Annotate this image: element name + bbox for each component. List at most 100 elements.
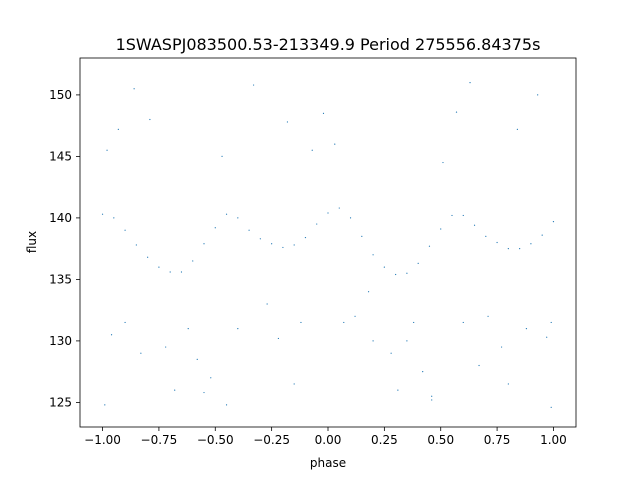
data-point: [451, 214, 453, 217]
data-point: [221, 155, 223, 157]
chart-title: 1SWASPJ083500.53-213349.9 Period 275556.…: [116, 35, 541, 54]
data-point: [293, 383, 295, 385]
x-tick-label: −0.25: [253, 433, 290, 447]
x-tick-label: 0.25: [371, 433, 398, 447]
data-point: [214, 227, 216, 229]
data-point: [519, 248, 521, 250]
data-points: [101, 82, 555, 408]
data-point: [349, 217, 352, 219]
data-point: [516, 128, 518, 130]
data-point: [237, 328, 239, 330]
data-point: [113, 217, 115, 219]
data-point: [210, 377, 212, 379]
data-point: [124, 229, 126, 231]
data-point: [282, 246, 284, 249]
data-point: [140, 352, 142, 354]
data-point: [406, 272, 408, 274]
data-point: [316, 223, 318, 225]
data-point: [431, 399, 433, 401]
data-point: [304, 236, 307, 239]
data-point: [501, 346, 503, 348]
data-point: [327, 212, 329, 214]
y-axis-label: flux: [25, 231, 39, 253]
data-point: [485, 235, 487, 237]
data-point: [196, 358, 198, 360]
data-point: [225, 213, 228, 215]
y-tick-label: 150: [49, 88, 72, 102]
data-point: [455, 111, 458, 113]
data-point: [174, 389, 176, 391]
data-point: [428, 245, 431, 247]
data-point: [187, 328, 189, 330]
y-ticks: 125 130 135 140 145 150: [49, 88, 80, 409]
data-point: [422, 371, 424, 373]
x-axis-label: phase: [310, 456, 346, 470]
plot-frame: [79, 57, 577, 428]
y-tick-label: 140: [49, 211, 72, 225]
data-point: [383, 266, 385, 268]
data-point: [124, 321, 126, 324]
data-point: [192, 260, 194, 262]
data-point: [442, 161, 444, 164]
data-point: [334, 143, 336, 145]
data-point: [293, 244, 295, 246]
data-point: [271, 243, 273, 245]
data-point: [149, 118, 151, 121]
data-point: [266, 303, 268, 305]
data-point: [431, 395, 433, 397]
data-point: [169, 271, 171, 273]
data-point: [462, 214, 464, 217]
data-point: [147, 256, 149, 258]
data-point: [286, 121, 289, 123]
data-point: [300, 321, 302, 324]
plot-area: [80, 58, 576, 427]
data-point: [525, 328, 528, 330]
data-point: [473, 224, 476, 226]
data-point: [248, 229, 250, 231]
data-point: [158, 266, 160, 268]
data-point: [277, 337, 279, 340]
data-point: [413, 321, 415, 324]
data-point: [417, 262, 419, 265]
data-point: [469, 82, 471, 84]
data-point: [180, 271, 183, 273]
x-tick-label: 0.00: [315, 433, 342, 447]
x-tick-label: 0.75: [484, 433, 511, 447]
x-tick-label: −1.00: [84, 433, 121, 447]
x-tick-label: 0.50: [427, 433, 454, 447]
data-point: [507, 248, 509, 250]
x-ticks: −1.00 −0.75 −0.50 −0.25 0.00 0.25 0.50 0.75 1.00: [84, 427, 567, 447]
data-point: [101, 213, 104, 215]
data-point: [397, 389, 399, 391]
data-point: [546, 336, 548, 338]
data-point: [537, 94, 539, 96]
data-point: [496, 241, 498, 244]
x-tick-label: −0.50: [197, 433, 234, 447]
data-point: [550, 321, 552, 324]
y-tick-label: 135: [49, 272, 72, 286]
data-point: [203, 243, 205, 245]
data-point: [487, 315, 489, 317]
data-point: [541, 234, 543, 236]
data-point: [133, 88, 135, 90]
data-point: [311, 149, 313, 151]
data-point: [253, 84, 255, 86]
data-point: [225, 404, 228, 406]
data-point: [440, 228, 442, 230]
y-tick-label: 130: [49, 334, 72, 348]
data-point: [106, 149, 108, 151]
data-point: [367, 291, 370, 293]
data-point: [237, 217, 239, 219]
data-point: [110, 334, 113, 336]
data-point: [530, 243, 532, 245]
data-point: [361, 235, 363, 237]
data-point: [550, 406, 552, 408]
data-point: [322, 112, 325, 114]
data-point: [343, 321, 345, 324]
data-point: [478, 364, 480, 367]
data-point: [507, 383, 509, 385]
data-point: [259, 238, 261, 240]
data-point: [104, 404, 106, 406]
